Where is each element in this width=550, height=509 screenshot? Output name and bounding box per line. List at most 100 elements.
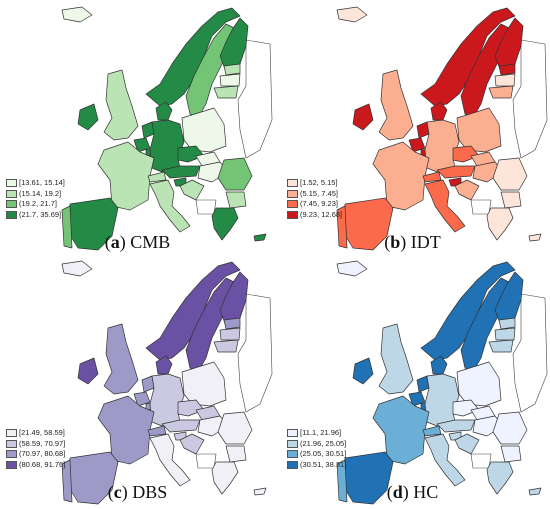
country-portugal: [61, 205, 73, 249]
map-panel-hc: [11.1, 21.96] (21.96, 25.05] (25.05, 30.51…: [275, 254, 550, 508]
legend-swatch: [6, 200, 17, 209]
legend-swatch: [287, 460, 298, 469]
country-italy: [424, 433, 466, 487]
legend-label: [13.61, 15.14]: [19, 178, 65, 188]
legend-swatch: [6, 439, 17, 448]
country-latvia: [494, 73, 516, 87]
country-bulgaria: [500, 191, 522, 209]
caption-cmb: (a) CMB: [104, 232, 171, 252]
legend-swatch: [287, 200, 298, 209]
country-germany: [149, 373, 185, 427]
country-romania: [492, 157, 528, 191]
legend-item: (15.14, 19.2]: [6, 189, 65, 200]
country-switzerland: [422, 425, 442, 437]
country-poland: [181, 107, 227, 153]
legend-label: (19.2, 21.7]: [19, 199, 57, 209]
choropleth-map-dbs: [61, 260, 273, 505]
country-switzerland: [147, 425, 167, 437]
legend-swatch: [287, 179, 298, 188]
legend-item: [1.52, 5.15]: [287, 178, 342, 189]
legend-label: [21.49, 58.59]: [19, 428, 65, 438]
legend-label: (9.23, 12.68]: [300, 209, 343, 219]
legend-label: (21.96, 25.05]: [300, 438, 347, 448]
country-uk: [103, 323, 139, 395]
legend-swatch: [287, 189, 298, 198]
country-uk: [378, 323, 414, 395]
map-panel-cmb: [13.61, 15.14] (15.14, 19.2] (19.2, 21.7](…: [0, 0, 275, 254]
country-france: [372, 395, 430, 465]
legend-item: (80.68, 91.76]: [6, 460, 65, 471]
legend-item: (5.15, 7.45]: [287, 189, 342, 200]
non-eu-region: [195, 453, 217, 469]
country-greece: [211, 461, 239, 495]
legend-item: (21.96, 25.05]: [287, 439, 346, 450]
legend-cmb: [13.61, 15.14] (15.14, 19.2] (19.2, 21.7](…: [6, 178, 65, 220]
country-estonia: [223, 317, 241, 330]
legend-item: (19.2, 21.7]: [6, 199, 65, 210]
country-belgium: [133, 137, 151, 153]
legend-swatch: [6, 450, 17, 459]
country-austria: [161, 165, 201, 179]
legend-label: (5.15, 7.45]: [300, 188, 338, 198]
country-belgium: [133, 391, 151, 407]
legend-item: (30.51, 38.31]: [287, 460, 346, 471]
country-iceland: [336, 6, 368, 23]
legend-label: (7.45, 9.23]: [300, 199, 338, 209]
country-norway: [420, 261, 516, 361]
country-lithuania: [213, 339, 239, 353]
non-eu-region: [512, 293, 548, 413]
legend-item: (70.97, 80.68]: [6, 449, 65, 460]
country-lithuania: [488, 339, 514, 353]
country-latvia: [219, 327, 241, 341]
country-norway: [420, 7, 516, 107]
country-france: [97, 395, 155, 465]
legend-swatch: [287, 210, 298, 219]
country-lithuania: [488, 85, 514, 99]
legend-item: (21.7, 35.69]: [6, 210, 65, 221]
country-italy: [149, 433, 191, 487]
country-cyprus: [253, 487, 267, 496]
country-romania: [217, 411, 253, 445]
legend-swatch: [6, 460, 17, 469]
legend-label: (70.97, 80.68]: [19, 449, 66, 459]
legend-label: (21.7, 35.69]: [19, 209, 62, 219]
country-portugal: [336, 459, 348, 503]
country-estonia: [498, 317, 516, 330]
legend-item: (9.23, 12.68]: [287, 210, 342, 221]
country-croatia: [179, 433, 205, 455]
non-eu-region: [237, 293, 273, 413]
country-iceland: [61, 260, 93, 277]
country-austria: [161, 419, 201, 433]
country-iceland: [61, 6, 93, 23]
legend-item: [11.1, 21.96]: [287, 428, 346, 439]
country-portugal: [61, 459, 73, 503]
country-germany: [149, 119, 185, 173]
map-panel-dbs: [21.49, 58.59] (58.59, 70.97] (70.97, 80.6…: [0, 254, 275, 508]
legend-idt: [1.52, 5.15] (5.15, 7.45] (7.45, 9.23] (9.2…: [287, 178, 342, 220]
country-france: [97, 141, 155, 211]
legend-label: (25.05, 30.51]: [300, 449, 347, 459]
country-italy: [424, 179, 466, 233]
caption-idt: (b) IDT: [384, 232, 441, 252]
legend-label: (30.51, 38.31]: [300, 459, 347, 469]
non-eu-region: [470, 453, 492, 469]
country-croatia: [179, 179, 205, 201]
country-cyprus: [528, 233, 542, 242]
country-iceland: [336, 260, 368, 277]
country-estonia: [223, 63, 241, 76]
legend-label: (15.14, 19.2]: [19, 188, 62, 198]
map-panel-idt: [1.52, 5.15] (5.15, 7.45] (7.45, 9.23] (9.2…: [275, 0, 550, 254]
country-norway: [145, 261, 241, 361]
legend-swatch: [6, 189, 17, 198]
country-poland: [181, 361, 227, 407]
country-latvia: [219, 73, 241, 87]
country-ireland: [77, 357, 99, 385]
country-austria: [436, 165, 476, 179]
country-cyprus: [253, 233, 267, 242]
legend-dbs: [21.49, 58.59] (58.59, 70.97] (70.97, 80.6…: [6, 428, 65, 470]
country-estonia: [498, 63, 516, 76]
country-cyprus: [528, 487, 542, 496]
country-switzerland: [147, 171, 167, 183]
country-denmark: [155, 101, 173, 121]
legend-item: (58.59, 70.97]: [6, 439, 65, 450]
